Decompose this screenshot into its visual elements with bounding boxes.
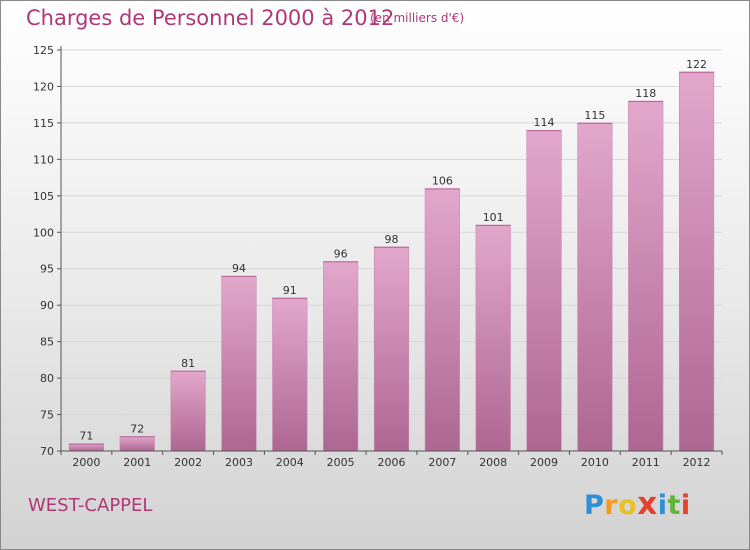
bar	[577, 122, 613, 452]
x-tick-label: 2002	[174, 456, 202, 469]
x-tick-label: 2007	[428, 456, 456, 469]
y-tick-label: 125	[33, 44, 54, 57]
x-tick-label: 2006	[378, 456, 406, 469]
x-tick-label: 2010	[581, 456, 609, 469]
x-tick-label: 2009	[530, 456, 558, 469]
data-label: 94	[232, 262, 246, 275]
bar	[221, 275, 257, 452]
y-tick-label: 100	[33, 226, 54, 239]
data-label: 72	[130, 422, 144, 435]
chart-title: Charges de Personnel 2000 à 2012	[26, 6, 395, 30]
y-tick-label: 95	[40, 263, 54, 276]
x-tick-label: 2000	[72, 456, 100, 469]
x-tick-label: 2012	[683, 456, 711, 469]
bar	[628, 100, 664, 452]
bar	[68, 443, 105, 452]
data-label: 71	[79, 430, 93, 443]
x-tick-label: 2001	[123, 456, 151, 469]
x-tick-label: 2004	[276, 456, 304, 469]
y-tick-label: 70	[40, 445, 54, 458]
proxiti-logo: Proxiti	[584, 487, 691, 521]
y-tick-label: 110	[33, 153, 54, 166]
y-tick-label: 90	[40, 299, 54, 312]
data-label: 101	[483, 211, 504, 224]
svg-text:Proxiti: Proxiti	[584, 487, 691, 521]
data-label: 98	[385, 233, 399, 246]
data-label: 81	[181, 357, 195, 370]
data-label: 96	[334, 247, 348, 260]
x-tick-label: 2011	[632, 456, 660, 469]
bar	[373, 246, 410, 452]
y-tick-label: 120	[33, 80, 54, 93]
data-label: 106	[432, 175, 453, 188]
y-tick-label: 85	[40, 336, 54, 349]
x-tick-label: 2003	[225, 456, 253, 469]
commune-name: WEST-CAPPEL	[28, 495, 153, 516]
data-label: 91	[283, 284, 297, 297]
data-label: 114	[534, 116, 555, 129]
y-tick-label: 115	[33, 117, 54, 130]
bar	[424, 188, 460, 452]
bar	[475, 224, 511, 452]
bar	[170, 370, 206, 452]
data-label: 122	[686, 58, 707, 71]
y-tick-label: 75	[40, 409, 54, 422]
x-tick-label: 2008	[479, 456, 507, 469]
bar	[119, 436, 155, 452]
y-tick-label: 105	[33, 190, 54, 203]
bar	[678, 71, 715, 452]
x-tick-label: 2005	[327, 456, 355, 469]
y-tick-label: 80	[40, 372, 54, 385]
bar	[526, 129, 562, 452]
chart-subtitle: (en milliers d'€)	[370, 11, 465, 25]
data-label: 115	[584, 109, 605, 122]
bar	[323, 261, 359, 452]
data-label: 118	[635, 87, 656, 100]
bar	[272, 297, 308, 452]
